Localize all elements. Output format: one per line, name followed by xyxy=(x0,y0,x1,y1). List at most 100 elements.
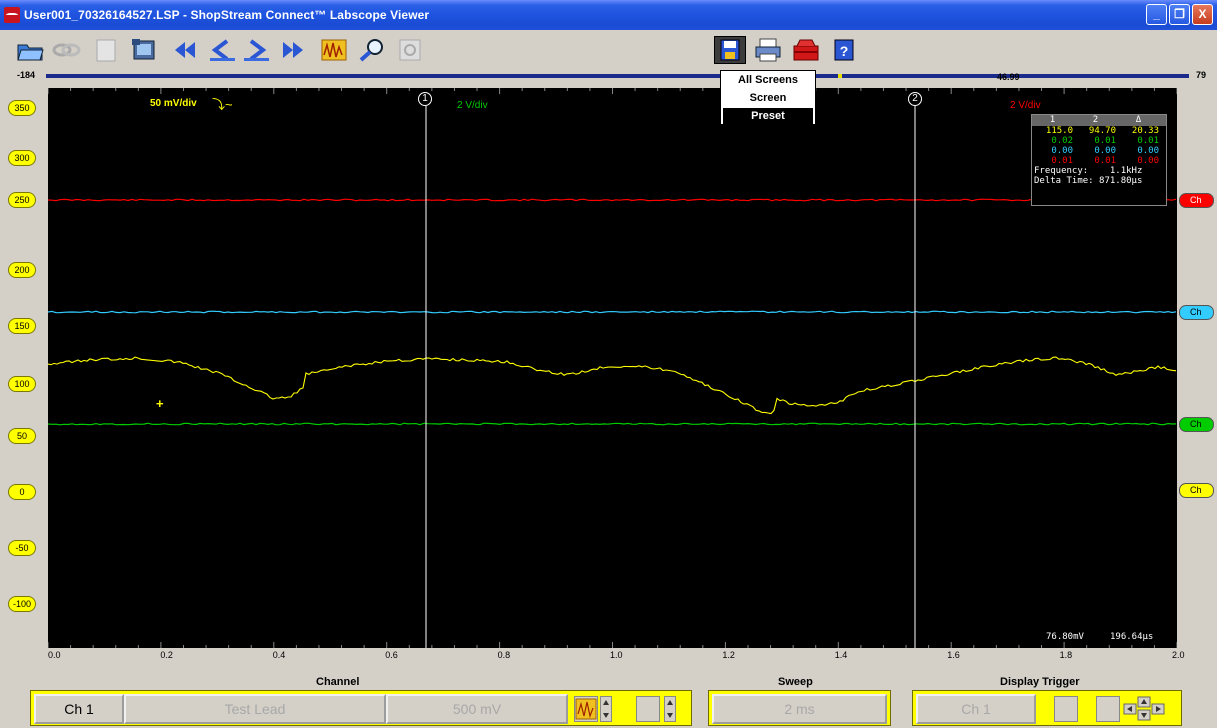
x-axis-label: 1.0 xyxy=(610,650,623,660)
readout-row: 0.00 0.00 0.00 xyxy=(1032,146,1166,156)
minimize-button[interactable]: _ xyxy=(1146,4,1167,25)
x-axis-label: 1.8 xyxy=(1059,650,1073,660)
y-axis-label: 50 xyxy=(8,428,36,444)
x-axis-label: 0.4 xyxy=(272,650,286,660)
y-axis-label: 150 xyxy=(8,318,36,334)
readout-header-delta: Δ xyxy=(1135,115,1142,125)
fast-forward-icon[interactable] xyxy=(278,36,310,64)
sweep-section-label: Sweep xyxy=(778,676,813,688)
menu-item-preset[interactable]: Preset xyxy=(723,108,813,125)
trigger-position-arrows-icon[interactable] xyxy=(1122,696,1174,722)
save-dropdown-menu: All Screens Screen Preset xyxy=(720,70,816,125)
channel-select-button[interactable]: Ch 1 xyxy=(34,694,124,724)
readout-value: 0.01 xyxy=(1094,156,1116,166)
y-axis-label: 200 xyxy=(8,262,36,278)
trigger-slope-button-icon xyxy=(1054,696,1078,722)
channel-tag[interactable]: Ch xyxy=(1179,417,1214,432)
rewind-icon[interactable] xyxy=(168,36,200,64)
y-axis-label: 350 xyxy=(8,100,36,116)
svg-text:?: ? xyxy=(840,43,849,59)
scope-display[interactable]: 50 mV/div ⤵~ 2 V/div 2 V/div 1 2 + 76.80… xyxy=(48,88,1177,648)
scroll-left-value: -184 xyxy=(17,70,36,80)
channel-tag[interactable]: Ch xyxy=(1179,193,1214,208)
step-forward-icon[interactable] xyxy=(240,36,272,64)
readout-value: 94.70 xyxy=(1088,126,1116,136)
time-scrollbar[interactable] xyxy=(46,74,1189,78)
ch3-red-trace xyxy=(48,198,1177,202)
display-trigger-section-label: Display Trigger xyxy=(1000,676,1080,688)
channel-tag[interactable]: Ch xyxy=(1179,305,1214,320)
scroll-right-value: 79 xyxy=(1196,70,1207,80)
readout-value: 115.0 xyxy=(1045,126,1073,136)
readout-row: 0.01 0.01 0.00 xyxy=(1032,156,1166,166)
title-bar: User001_70326164527.LSP - ShopStream Con… xyxy=(0,0,1217,30)
sweep-button[interactable]: 2 ms xyxy=(712,694,887,724)
ch4-cyan-trace xyxy=(48,310,1177,314)
trigger-slope-icon: ⤵~ xyxy=(212,97,233,112)
menu-item-screen[interactable]: Screen xyxy=(749,92,787,104)
x-axis-label: 1.6 xyxy=(947,650,960,660)
window-title: User001_70326164527.LSP - ShopStream Con… xyxy=(24,8,430,22)
x-axis-label: 0.2 xyxy=(160,650,173,660)
readout-header-cursor2: 2 xyxy=(1092,115,1099,125)
x-axis-label: 0.6 xyxy=(385,650,398,660)
refresh-icon xyxy=(394,36,426,64)
channel-section-label: Channel xyxy=(316,676,360,688)
trigger-mode-icon xyxy=(1096,696,1120,722)
close-button[interactable]: X xyxy=(1192,4,1213,25)
ch1-yellow-trace xyxy=(48,356,1177,415)
trigger-point-marker: + xyxy=(156,396,164,411)
y-axis-label: 250 xyxy=(8,192,36,208)
bottom-readout-time: 196.64µs xyxy=(1110,632,1154,642)
cursor2-marker[interactable]: 2 xyxy=(908,92,922,106)
save-icon[interactable] xyxy=(714,36,746,64)
bottom-readout-voltage: 76.80mV xyxy=(1046,632,1084,642)
scale-spinner[interactable] xyxy=(600,696,612,722)
readout-value: 0.00 xyxy=(1137,146,1159,156)
app-logo-icon xyxy=(4,7,20,23)
waveform-icon[interactable] xyxy=(318,36,350,64)
y-axis-label: 100 xyxy=(8,376,36,392)
readout-header: 1 2 Δ xyxy=(1032,115,1166,126)
readout-row: 0.02 0.01 0.01 xyxy=(1032,136,1166,146)
help-icon[interactable]: ? xyxy=(828,36,860,64)
x-axis-label: 0.0 xyxy=(48,650,61,660)
waveform-plot xyxy=(48,88,1177,648)
ch1-scale-label: 50 mV/div xyxy=(150,98,197,109)
menu-item-all-screens[interactable]: All Screens xyxy=(738,74,798,86)
window-controls: _ ❐ X xyxy=(1146,4,1213,25)
readout-value: 0.00 xyxy=(1137,156,1159,166)
cursor1-marker[interactable]: 1 xyxy=(418,92,432,106)
ch3-scale-label: 2 V/div xyxy=(1010,100,1041,111)
readout-header-cursor1: 1 xyxy=(1049,115,1056,125)
readout-value: 0.00 xyxy=(1051,146,1073,156)
y-axis-label: 0 xyxy=(8,484,36,500)
ch2-green-trace xyxy=(48,422,1177,426)
scroll-position-marker[interactable] xyxy=(838,74,842,78)
x-axis-label: 0.8 xyxy=(497,650,511,660)
toolbox-icon[interactable] xyxy=(790,36,822,64)
readout-row: 115.0 94.70 20.33 xyxy=(1032,126,1166,136)
trigger-channel-button[interactable]: Ch 1 xyxy=(916,694,1036,724)
readout-value: 0.02 xyxy=(1051,136,1073,146)
restore-button[interactable]: ❐ xyxy=(1169,4,1190,25)
test-lead-button[interactable]: Test Lead xyxy=(124,694,386,724)
channel-tag[interactable]: Ch xyxy=(1179,483,1214,498)
screen-capture-icon[interactable] xyxy=(128,36,160,64)
blank-page-icon xyxy=(90,36,122,64)
y-axis-label: 300 xyxy=(8,150,36,166)
readout-value: 0.00 xyxy=(1094,146,1116,156)
channel-option-spinner xyxy=(664,696,676,722)
waveform-settings-icon[interactable] xyxy=(574,696,598,722)
open-icon[interactable] xyxy=(14,36,46,64)
link-icon xyxy=(50,36,82,64)
readout-value: 20.33 xyxy=(1131,126,1159,136)
scale-button[interactable]: 500 mV xyxy=(386,694,568,724)
y-axis-label: -50 xyxy=(8,540,36,556)
readout-delta-time: Delta Time: 871.80µs xyxy=(1034,176,1143,186)
cursor-readout-box: 1 2 Δ 115.0 94.70 20.33 0.02 0.01 0.01 0.00 0.0… xyxy=(1031,114,1167,206)
step-back-icon[interactable] xyxy=(206,36,238,64)
print-icon[interactable] xyxy=(752,36,784,64)
zoom-icon[interactable] xyxy=(356,36,388,64)
